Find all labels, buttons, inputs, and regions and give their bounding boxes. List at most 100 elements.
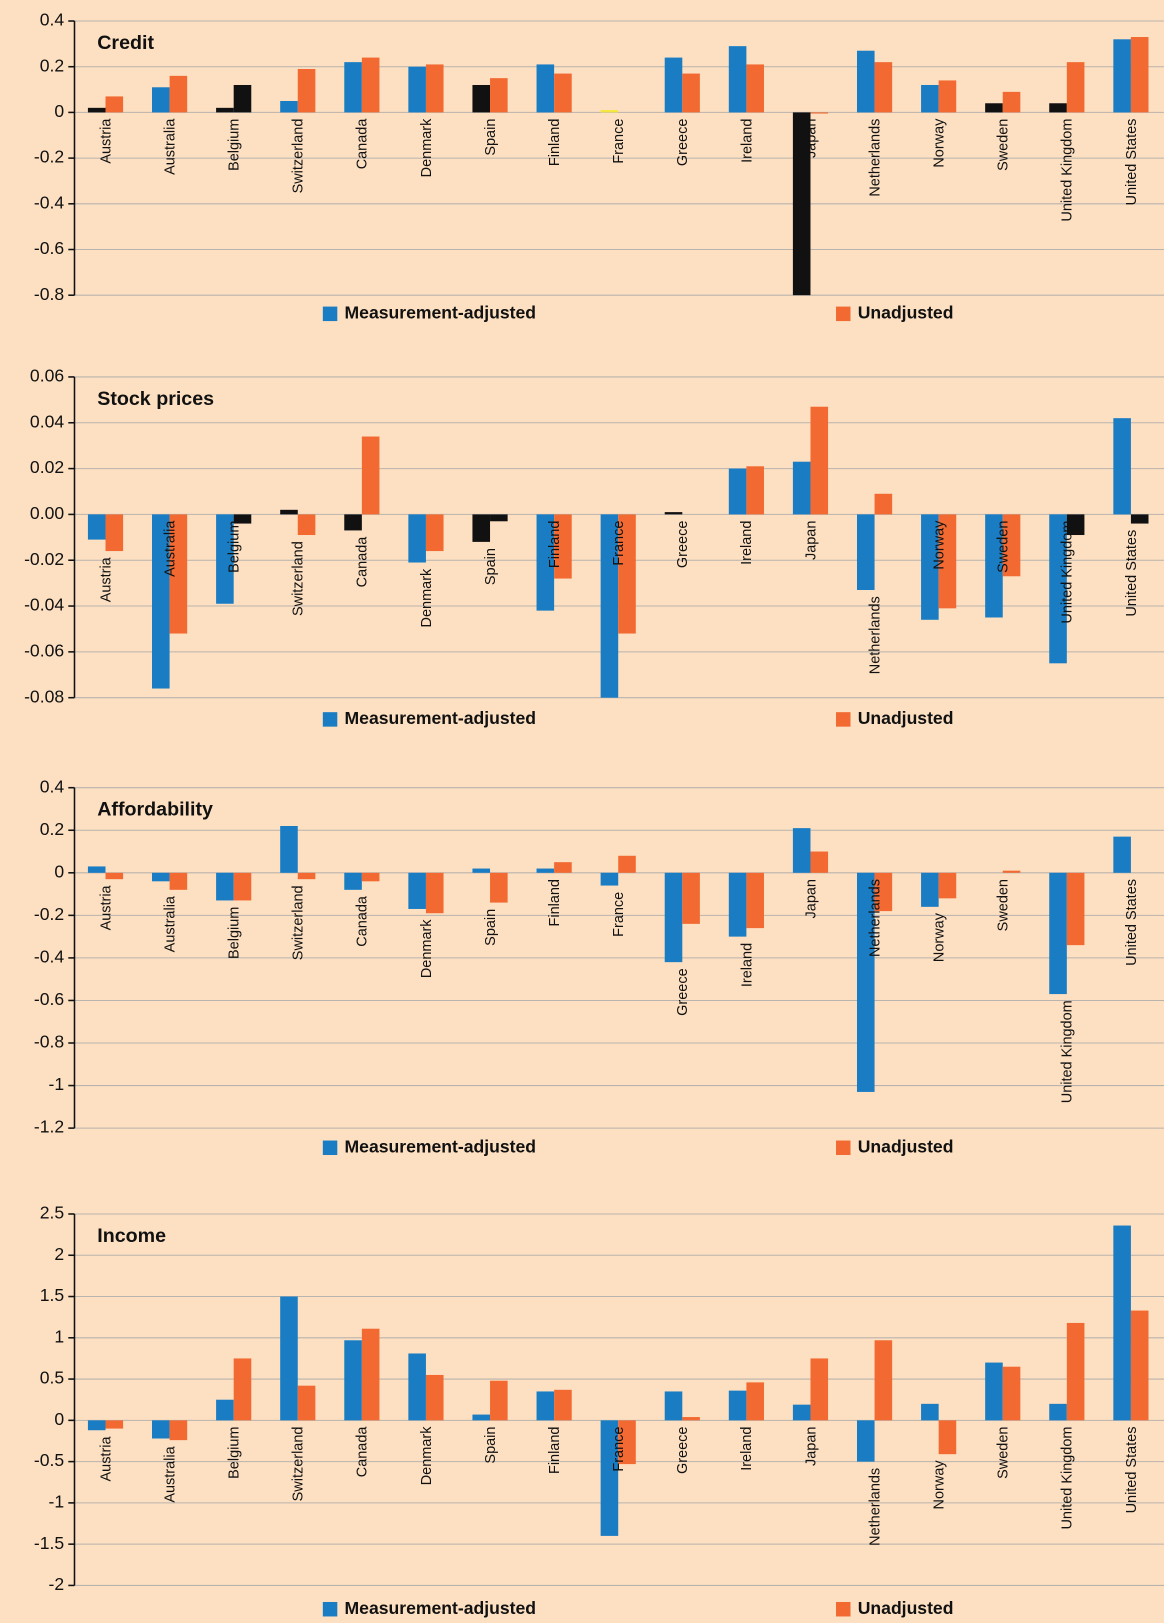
- x-tick-label: Greece: [675, 119, 691, 166]
- bar: [1049, 103, 1067, 113]
- x-tick-label: United States: [1124, 530, 1140, 617]
- y-tick-label: 0.06: [30, 366, 64, 386]
- y-tick-label: 0.2: [40, 55, 64, 75]
- bar: [1113, 418, 1131, 515]
- bar: [233, 872, 252, 901]
- x-tick-label: Norway: [932, 520, 948, 570]
- bar: [152, 514, 170, 689]
- x-tick-label: Greece: [675, 968, 691, 1015]
- bar: [938, 872, 957, 899]
- y-tick-label: -1.5: [34, 1533, 65, 1553]
- bar: [361, 436, 380, 515]
- x-tick-label: Ireland: [739, 119, 755, 163]
- legend-label: Unadjusted: [858, 708, 954, 728]
- bar: [297, 872, 316, 880]
- x-tick-label: Greece: [675, 521, 691, 568]
- x-tick-label: Ireland: [739, 943, 755, 987]
- bar: [682, 1417, 700, 1421]
- legend-label: Unadjusted: [858, 1136, 954, 1156]
- bar: [169, 514, 188, 634]
- bar: [682, 73, 700, 113]
- x-tick-label: Norway: [932, 912, 948, 962]
- bar: [1130, 1310, 1149, 1421]
- bar: [169, 75, 188, 113]
- x-tick-label: Spain: [483, 119, 499, 156]
- x-tick-label: Austria: [98, 884, 114, 930]
- y-tick-label: -1: [49, 1074, 65, 1094]
- x-tick-label: Belgium: [227, 907, 243, 959]
- x-tick-label: Sweden: [996, 879, 1012, 931]
- bar: [664, 512, 683, 515]
- bar: [536, 868, 555, 873]
- x-tick-label: Netherlands: [867, 119, 883, 197]
- bar: [600, 1420, 619, 1536]
- bar: [1002, 91, 1021, 113]
- x-tick-label: United States: [1124, 119, 1140, 206]
- bar: [921, 1403, 939, 1421]
- x-tick-label: Ireland: [739, 1427, 755, 1471]
- bar: [490, 1380, 508, 1421]
- bar: [152, 87, 170, 113]
- bar: [87, 107, 106, 113]
- bar: [1113, 39, 1131, 113]
- x-tick-label: France: [611, 1427, 627, 1472]
- y-tick-label: -0.5: [34, 1450, 65, 1470]
- bar: [280, 1296, 298, 1421]
- legend-swatch: [836, 1601, 851, 1617]
- y-tick-label: 2.5: [40, 1203, 65, 1223]
- x-tick-label: Ireland: [739, 521, 755, 565]
- bar: [1049, 514, 1067, 664]
- x-tick-label: Austria: [98, 1436, 114, 1482]
- x-tick-label: Japan: [803, 119, 819, 158]
- bar: [938, 80, 957, 113]
- bar: [408, 514, 426, 563]
- chart-title: Stock prices: [97, 388, 214, 410]
- x-tick-label: Belgium: [227, 1427, 243, 1479]
- bar: [425, 1374, 444, 1421]
- bar: [792, 112, 811, 296]
- bar: [233, 84, 252, 113]
- x-tick-label: Netherlands: [867, 596, 883, 674]
- x-tick-label: Belgium: [227, 119, 243, 171]
- bar: [344, 1340, 362, 1421]
- bar: [554, 514, 572, 579]
- bar: [297, 68, 316, 113]
- x-tick-label: Australia: [162, 520, 178, 577]
- y-tick-label: -0.8: [34, 1032, 65, 1052]
- bar: [746, 466, 764, 515]
- bar: [216, 1399, 234, 1421]
- y-tick-label: 0: [54, 101, 64, 121]
- y-tick-label: -0.4: [34, 947, 65, 967]
- bar: [728, 468, 747, 515]
- x-tick-label: Finland: [547, 119, 563, 166]
- x-tick-label: Denmark: [419, 568, 435, 627]
- bar: [1002, 870, 1021, 873]
- x-tick-label: Denmark: [419, 1426, 435, 1485]
- legend-swatch: [836, 1140, 851, 1156]
- bar: [792, 1404, 811, 1421]
- x-tick-label: Switzerland: [291, 1427, 307, 1502]
- bar: [280, 825, 298, 873]
- bar: [472, 1414, 491, 1421]
- bar: [1066, 62, 1085, 113]
- bar: [361, 57, 380, 113]
- y-tick-label: 0.2: [40, 819, 64, 839]
- bar: [216, 514, 234, 604]
- bar: [810, 1358, 829, 1421]
- x-tick-label: United Kingdom: [1060, 1427, 1076, 1530]
- bar: [728, 872, 747, 937]
- bar: [280, 509, 298, 515]
- bar: [216, 872, 234, 901]
- x-tick-label: Sweden: [996, 1427, 1012, 1479]
- bar: [728, 46, 747, 113]
- x-tick-label: Canada: [355, 1426, 371, 1478]
- legend-label: Unadjusted: [858, 1598, 954, 1618]
- bar: [472, 514, 491, 542]
- bar: [1066, 1322, 1085, 1421]
- bar: [408, 66, 426, 113]
- y-tick-label: -0.6: [34, 989, 64, 1009]
- bar: [985, 1362, 1003, 1421]
- bar: [856, 872, 875, 1092]
- bar: [856, 50, 875, 113]
- y-tick-label: -0.08: [24, 686, 64, 706]
